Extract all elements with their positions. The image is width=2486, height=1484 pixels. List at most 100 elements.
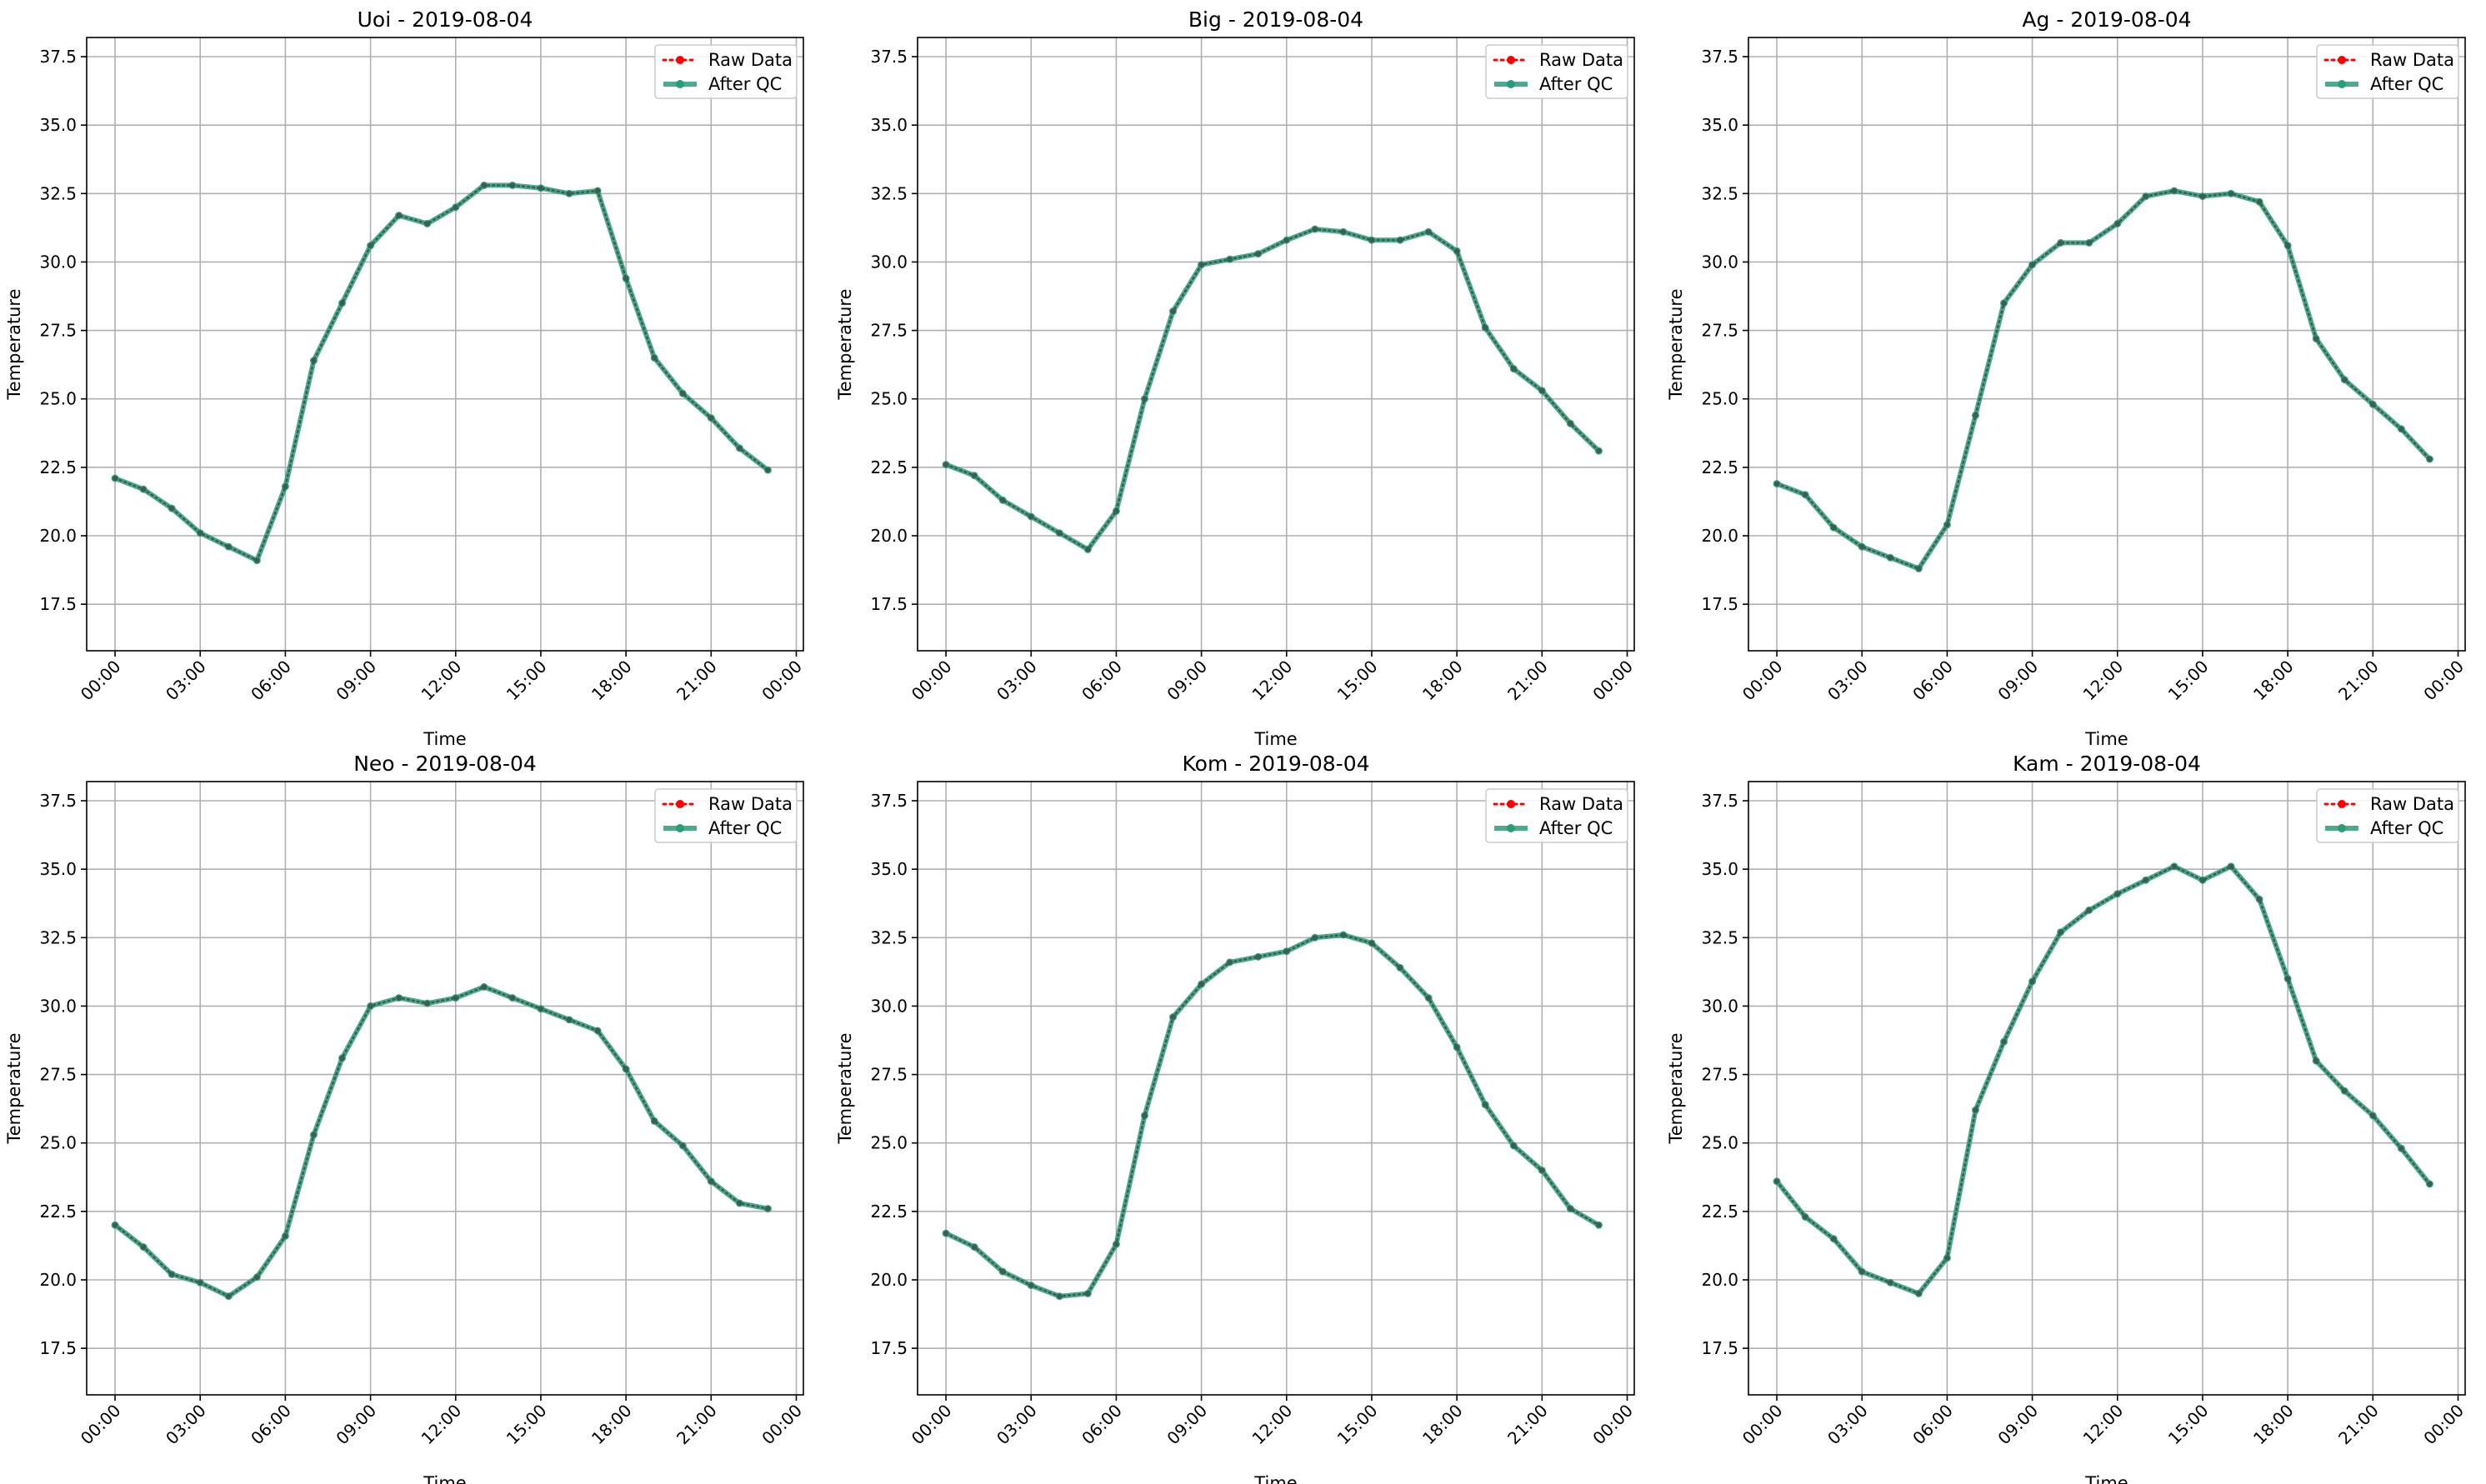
legend-marker-after-qc xyxy=(2338,824,2346,832)
y-tick-label: 30.0 xyxy=(1701,252,1738,272)
data-point-raw-data xyxy=(1113,1242,1119,1247)
legend: Raw Data After QC xyxy=(654,788,798,843)
legend-label-after-qc: After QC xyxy=(2370,74,2443,94)
legend-marker-after-qc xyxy=(1507,824,1515,832)
x-tick-label: 00:00 xyxy=(77,657,125,705)
y-tick-label: 20.0 xyxy=(39,526,77,546)
data-point-raw-data xyxy=(1227,959,1233,966)
y-tick-label: 22.5 xyxy=(870,1202,908,1222)
data-point-raw-data xyxy=(1312,226,1318,232)
data-point-raw-data xyxy=(198,530,203,536)
x-tick-label: 00:00 xyxy=(908,1401,956,1449)
data-point-raw-data xyxy=(680,390,686,397)
x-tick-label: 03:00 xyxy=(162,657,210,705)
y-tick-label: 35.0 xyxy=(39,859,77,879)
data-point-raw-data xyxy=(651,1118,658,1124)
data-point-raw-data xyxy=(1830,1236,1837,1242)
data-point-raw-data xyxy=(1539,1167,1545,1173)
legend-marker-after-qc xyxy=(2338,80,2346,88)
chart-panel: 17.5 20.0 22.5 25.0 27.5 30.0 32.5 35.0 37.5 00:0… xyxy=(835,7,1637,749)
data-point-raw-data xyxy=(1773,1178,1780,1184)
y-tick-label: 22.5 xyxy=(870,457,908,477)
data-point-raw-data xyxy=(1859,543,1865,550)
data-point-raw-data xyxy=(2228,863,2234,870)
data-point-raw-data xyxy=(1596,447,1602,454)
data-point-raw-data xyxy=(765,1206,771,1212)
chart-panel: 17.5 20.0 22.5 25.0 27.5 30.0 32.5 35.0 37.5 00:0… xyxy=(4,7,806,749)
plot-frame xyxy=(1748,37,2466,652)
data-point-raw-data xyxy=(1802,1214,1808,1220)
data-point-raw-data xyxy=(1312,935,1318,941)
data-point-raw-data xyxy=(2029,262,2035,267)
data-point-raw-data xyxy=(424,1000,430,1007)
legend-marker-raw-data xyxy=(2338,800,2346,808)
x-tick-label: 06:00 xyxy=(1908,1401,1957,1449)
y-tick-label: 20.0 xyxy=(1701,1270,1738,1290)
x-tick-label: 00:00 xyxy=(1738,1401,1787,1449)
data-point-raw-data xyxy=(2114,221,2120,227)
y-tick-label: 32.5 xyxy=(1701,927,1738,947)
legend-marker-after-qc xyxy=(676,824,684,832)
data-point-raw-data xyxy=(2313,1057,2319,1064)
data-point-raw-data xyxy=(594,187,601,194)
data-point-raw-data xyxy=(2256,897,2263,902)
data-point-raw-data xyxy=(999,1268,1006,1275)
data-point-raw-data xyxy=(2342,1088,2348,1094)
data-point-raw-data xyxy=(1944,522,1950,528)
series-line-raw-data xyxy=(944,227,1600,552)
legend: Raw Data After QC xyxy=(2316,788,2459,843)
data-point-raw-data xyxy=(1773,481,1780,487)
x-tick-label: 06:00 xyxy=(247,1401,295,1449)
legend-label-after-qc: After QC xyxy=(1539,818,1613,838)
data-point-raw-data xyxy=(1830,524,1837,531)
data-point-raw-data xyxy=(971,472,978,478)
data-point-raw-data xyxy=(1482,1102,1488,1107)
legend-label-raw-data: Raw Data xyxy=(2370,794,2454,814)
x-tick-label: 21:00 xyxy=(1503,657,1552,705)
data-point-raw-data xyxy=(2001,300,2007,306)
series-line-after-qc xyxy=(1775,188,2432,572)
data-point-raw-data xyxy=(1028,1282,1034,1288)
data-point-raw-data xyxy=(1198,262,1204,267)
x-tick-label: 12:00 xyxy=(1248,1401,1297,1449)
x-tick-label: 15:00 xyxy=(1333,1401,1382,1449)
data-point-raw-data xyxy=(1255,251,1261,257)
x-tick-label: 06:00 xyxy=(247,657,295,705)
series-line-raw-data xyxy=(1775,189,2431,570)
x-tick-label: 15:00 xyxy=(503,1401,551,1449)
data-point-raw-data xyxy=(1340,932,1347,938)
legend-marker-raw-data xyxy=(1507,800,1515,808)
x-tick-label: 15:00 xyxy=(1333,657,1382,705)
x-tick-label: 18:00 xyxy=(588,1401,636,1449)
data-point-raw-data xyxy=(2199,877,2206,883)
x-tick-label: 03:00 xyxy=(993,657,1041,705)
data-point-raw-data xyxy=(971,1244,978,1250)
y-tick-label: 32.5 xyxy=(870,927,908,947)
y-tick-label: 27.5 xyxy=(39,321,77,341)
data-point-raw-data xyxy=(1802,492,1808,497)
data-point-raw-data xyxy=(1142,396,1148,402)
x-axis-label: Time xyxy=(2084,1473,2128,1484)
y-tick-label: 27.5 xyxy=(39,1065,77,1085)
x-tick-label: 21:00 xyxy=(2334,657,2383,705)
data-point-raw-data xyxy=(112,1222,118,1228)
y-tick-label: 30.0 xyxy=(1701,996,1738,1016)
data-point-raw-data xyxy=(1085,547,1091,552)
x-tick-label: 06:00 xyxy=(1908,657,1957,705)
legend-label-after-qc: After QC xyxy=(2370,818,2443,838)
data-point-raw-data xyxy=(2143,193,2149,199)
data-point-raw-data xyxy=(1973,412,1978,418)
legend-marker-after-qc xyxy=(1507,80,1515,88)
data-point-raw-data xyxy=(651,355,658,361)
data-point-raw-data xyxy=(1511,1142,1517,1149)
data-point-raw-data xyxy=(1453,1044,1460,1050)
data-point-raw-data xyxy=(1368,940,1375,947)
data-point-raw-data xyxy=(1397,965,1403,971)
series-line-raw-data xyxy=(944,933,1600,1297)
x-axis-label: Time xyxy=(1253,729,1297,749)
plot-frame xyxy=(917,37,1635,652)
data-point-raw-data xyxy=(254,557,260,563)
data-point-raw-data xyxy=(708,1178,714,1184)
data-point-raw-data xyxy=(538,185,544,191)
